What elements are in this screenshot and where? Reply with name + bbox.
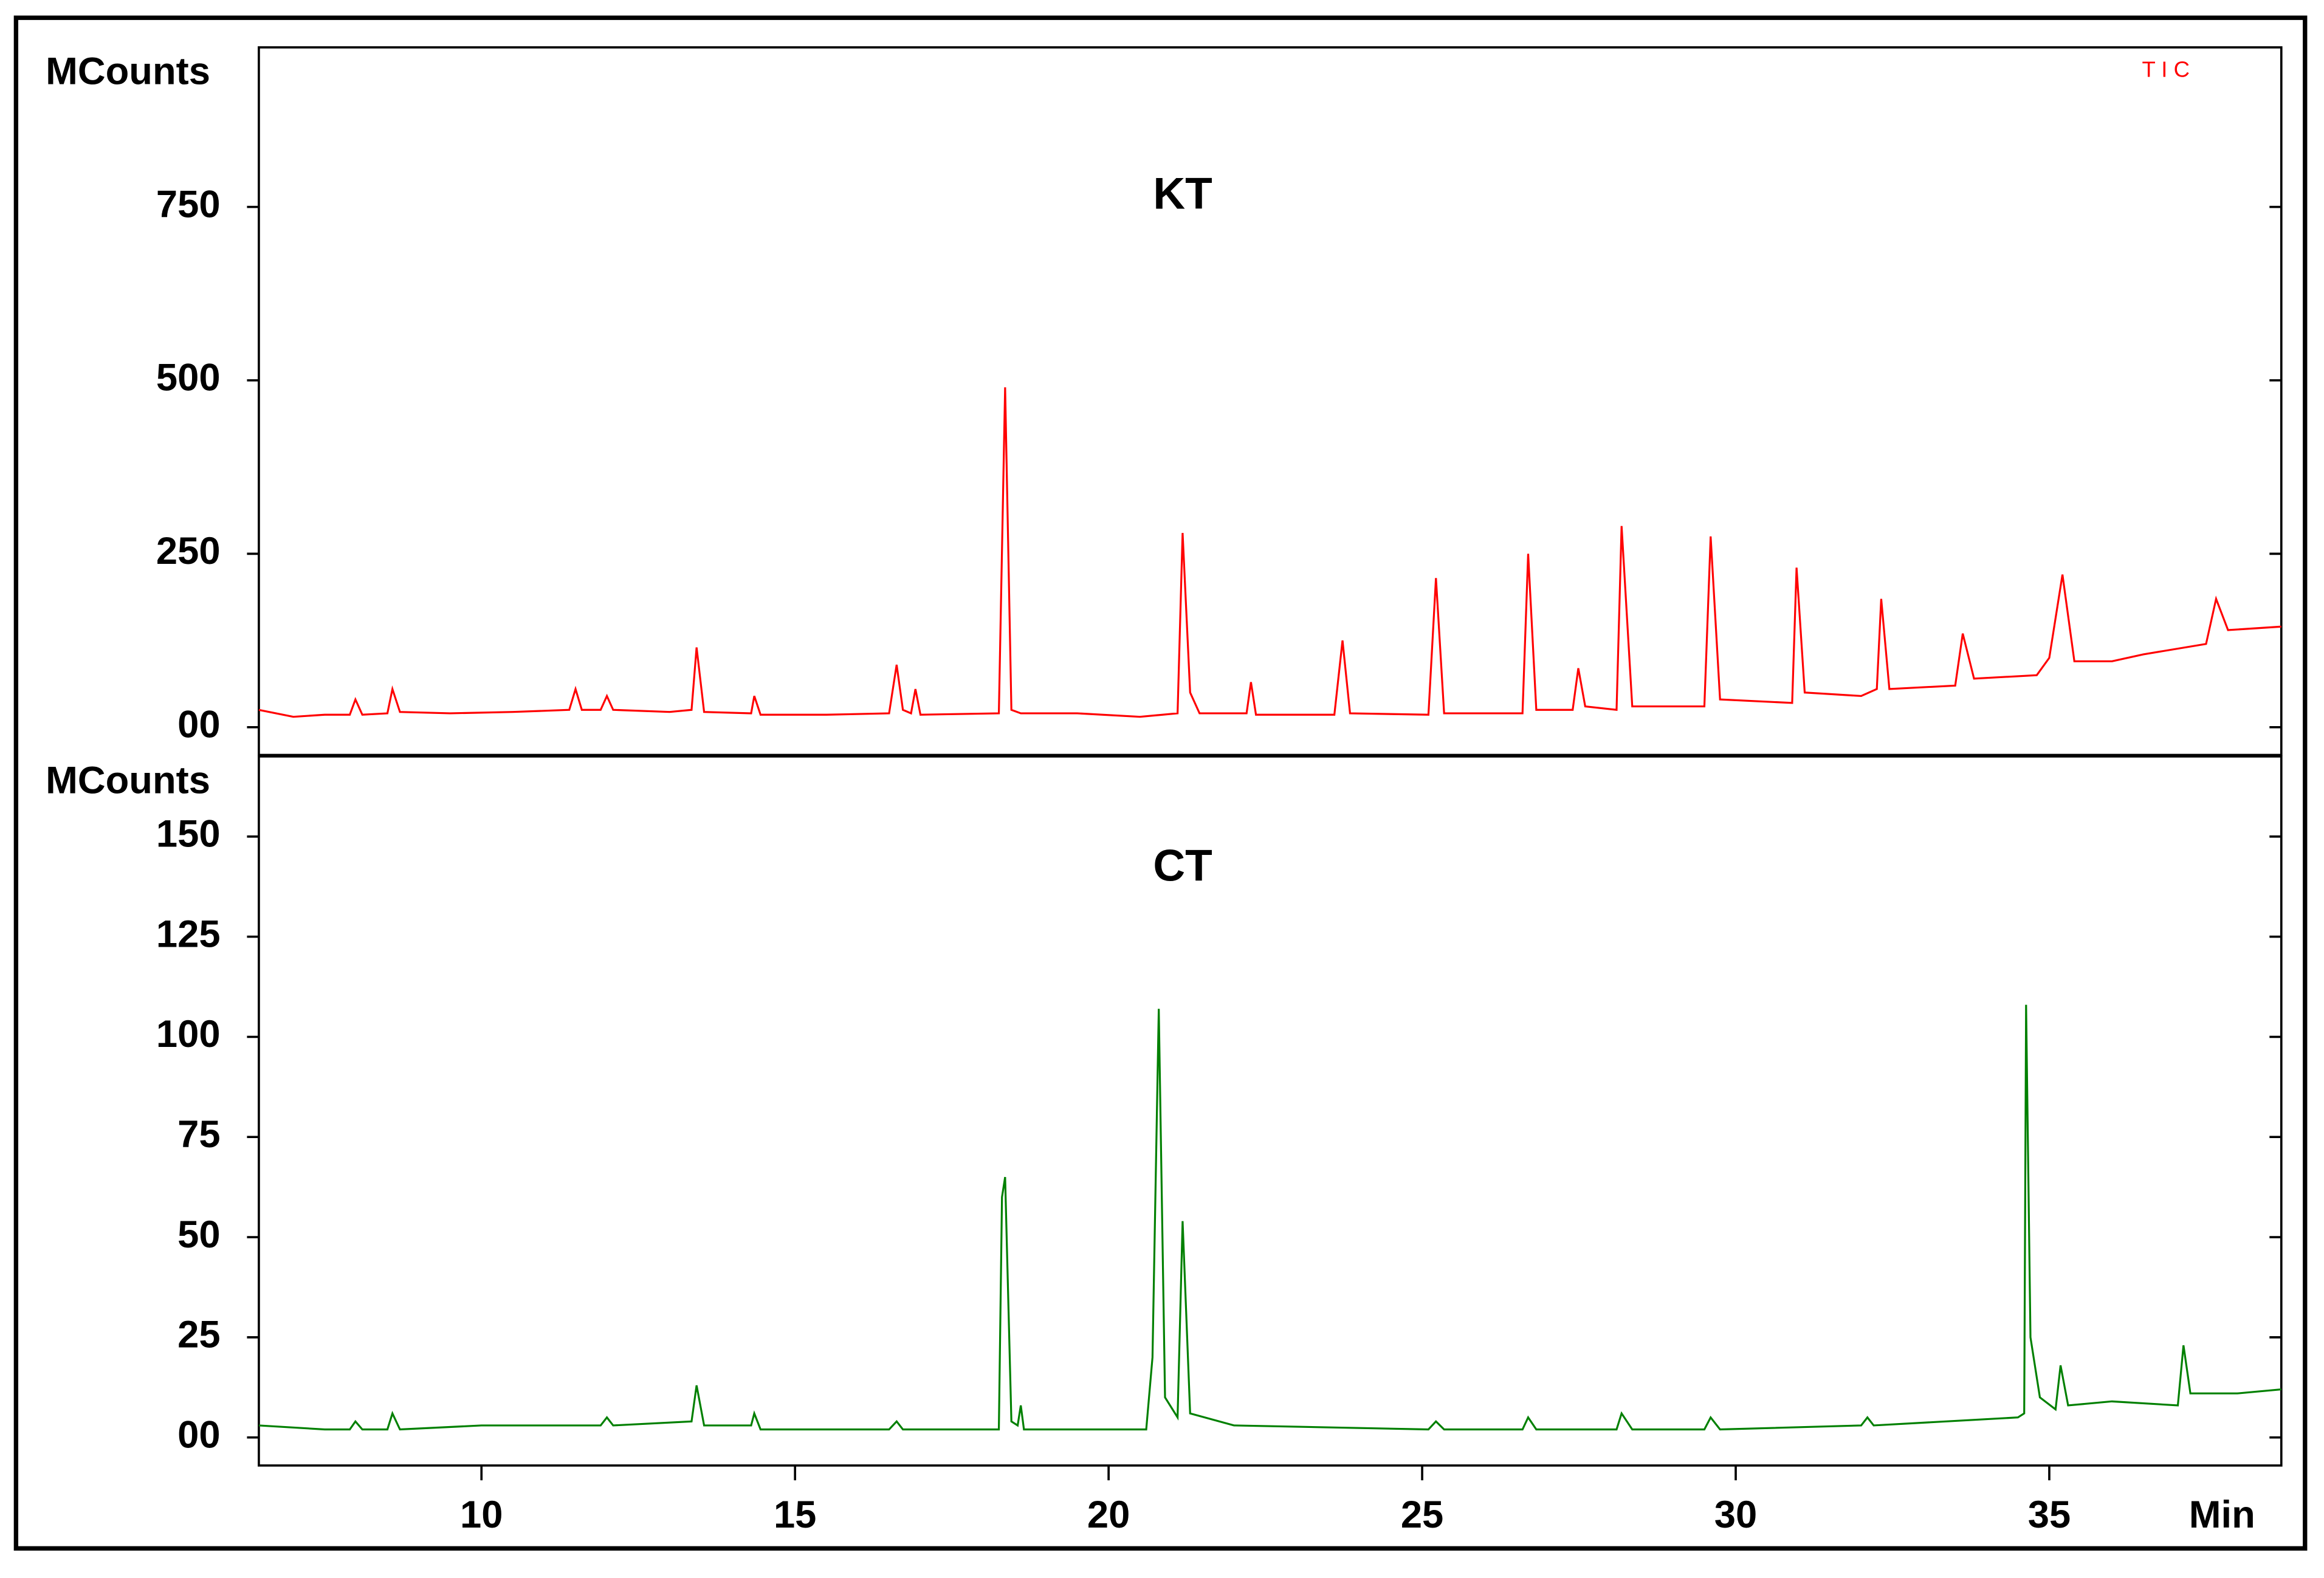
y-tick-label: 500 xyxy=(156,357,221,399)
y-tick-label: 250 xyxy=(156,530,221,572)
y-tick-label: 100 xyxy=(156,1013,221,1055)
chromatogram-line xyxy=(258,387,2281,718)
y-axis-label: MCounts xyxy=(46,759,210,801)
plot-area xyxy=(258,46,2283,756)
y-tick-label: 75 xyxy=(177,1113,220,1156)
x-tick-label: 30 xyxy=(1714,1494,1757,1536)
outer-frame xyxy=(13,15,2308,1551)
y-tick-label: 750 xyxy=(156,183,221,225)
chart-title: KT xyxy=(1153,169,1212,218)
plot-area xyxy=(258,755,2283,1467)
y-tick-label: 125 xyxy=(156,913,221,955)
y-tick-label: 00 xyxy=(177,1413,220,1456)
x-tick-label: 10 xyxy=(460,1494,503,1536)
y-tick-label: 25 xyxy=(177,1314,220,1356)
x-tick-label: 35 xyxy=(2028,1494,2071,1536)
x-tick-label: 20 xyxy=(1087,1494,1130,1536)
x-axis-label: Min xyxy=(2189,1494,2255,1536)
annotation: T I C xyxy=(2142,57,2190,82)
chromatogram-line xyxy=(258,1004,2281,1431)
chart-title: CT xyxy=(1153,841,1212,890)
x-tick-label: 15 xyxy=(774,1494,816,1536)
y-axis-label: MCounts xyxy=(46,50,210,93)
y-tick-label: 50 xyxy=(177,1213,220,1256)
x-tick-label: 25 xyxy=(1401,1494,1443,1536)
y-tick-label: 150 xyxy=(156,812,221,855)
y-tick-label: 00 xyxy=(177,704,220,746)
